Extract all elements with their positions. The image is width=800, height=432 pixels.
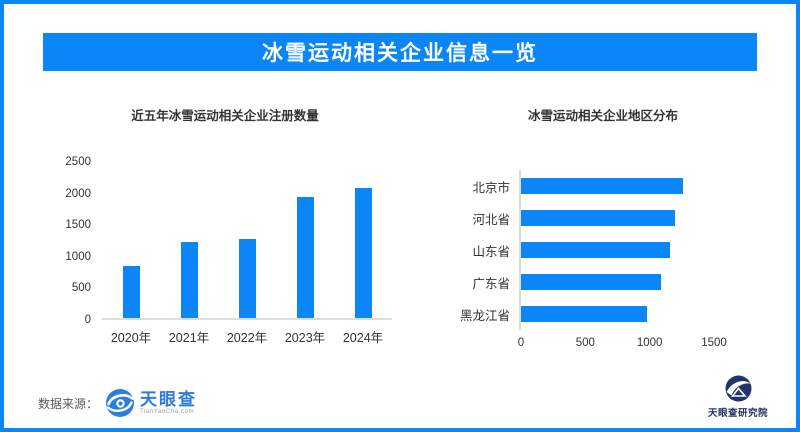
regions-rows: 北京市河北省山东省广东省黑龙江省 xyxy=(438,170,768,330)
region-bar-track xyxy=(519,266,768,298)
regions-plot-area: 北京市河北省山东省广东省黑龙江省 0 500 1000 1500 xyxy=(438,170,768,353)
data-source-label: 数据来源： xyxy=(38,396,99,411)
bar-2024年 xyxy=(354,188,372,318)
region-label: 河北省 xyxy=(472,212,510,227)
page-title-banner: 冰雪运动相关企业信息一览 xyxy=(43,33,757,71)
data-source: 数据来源： 天眼查 TianYanCha.com xyxy=(38,388,197,418)
y-tick-label: 1000 xyxy=(65,250,91,263)
region-bar-track xyxy=(519,202,768,234)
bar-黑龙江省 xyxy=(521,306,648,322)
bar-2021年 xyxy=(180,242,198,318)
y-tick-label: 0 xyxy=(84,314,91,326)
x-tick-label: 1500 xyxy=(701,337,727,349)
region-bar-track xyxy=(519,234,768,266)
x-tick-label: 500 xyxy=(575,337,595,349)
region-row: 北京市 xyxy=(438,170,768,202)
bar-2020年 xyxy=(122,266,140,318)
bar-slot xyxy=(334,188,392,318)
registrations-y-axis: 0 500 1000 1500 2000 2500 xyxy=(58,156,102,326)
bar-山东省 xyxy=(521,242,671,258)
region-label: 山东省 xyxy=(472,244,510,259)
x-category-label: 2022年 xyxy=(226,331,268,345)
institute-badge: 天眼查研究院 xyxy=(700,375,776,419)
bar-slot xyxy=(276,197,334,318)
region-bar-track xyxy=(519,170,768,202)
registrations-plot-area: 0 500 1000 1500 2000 2500 xyxy=(58,156,392,326)
institute-name: 天眼查研究院 xyxy=(707,408,768,419)
region-row: 黑龙江省 xyxy=(438,298,768,330)
registrations-bars xyxy=(102,162,392,320)
region-row: 河北省 xyxy=(438,202,768,234)
tianyancha-wordmark: 天眼查 TianYanCha.com xyxy=(140,391,197,415)
y-tick-label: 500 xyxy=(71,282,91,295)
chart-registrations-by-year: 近五年冰雪运动相关企业注册数量 0 500 1000 1500 2000 2500 202… xyxy=(58,108,392,346)
region-row: 广东省 xyxy=(438,266,768,298)
x-category-label: 2021年 xyxy=(168,331,210,345)
tianyancha-logo-icon xyxy=(105,388,135,418)
x-tick-label: 1000 xyxy=(636,337,663,349)
x-category-label: 2023年 xyxy=(284,331,326,345)
region-label: 黑龙江省 xyxy=(459,308,510,323)
x-category-label: 2024年 xyxy=(342,331,384,345)
x-category-label: 2020年 xyxy=(110,331,152,345)
tianyancha-name: 天眼查 xyxy=(140,390,198,409)
bar-slot xyxy=(218,238,276,318)
page-title: 冰雪运动相关企业信息一览 xyxy=(262,42,538,65)
region-bar-track xyxy=(519,298,768,330)
bar-2023年 xyxy=(296,197,314,318)
registrations-x-labels: 2020年 2021年 2022年 2023年 2024年 xyxy=(102,327,392,346)
bar-2022年 xyxy=(238,238,256,318)
y-tick-label: 1500 xyxy=(65,219,91,232)
institute-logo-icon xyxy=(725,375,752,402)
bar-广东省 xyxy=(521,274,662,290)
y-tick-label: 2500 xyxy=(65,156,91,168)
bar-河北省 xyxy=(521,210,676,226)
tianyancha-domain: TianYanCha.com xyxy=(140,409,195,415)
bar-北京市 xyxy=(521,178,684,194)
regions-x-axis: 0 500 1000 1500 xyxy=(517,337,768,353)
region-label: 广东省 xyxy=(472,276,510,291)
y-tick-label: 2000 xyxy=(65,187,91,200)
x-tick-label: 0 xyxy=(517,337,525,349)
bar-slot xyxy=(160,242,218,318)
region-label: 北京市 xyxy=(472,180,510,195)
chart-title-registrations: 近五年冰雪运动相关企业注册数量 xyxy=(131,109,319,123)
bar-slot xyxy=(102,266,160,318)
region-row: 山东省 xyxy=(438,234,768,266)
chart-title-regions: 冰雪运动相关企业地区分布 xyxy=(527,109,678,123)
chart-regions-distribution: 冰雪运动相关企业地区分布 北京市河北省山东省广东省黑龙江省 0 500 1000 15… xyxy=(438,108,768,353)
